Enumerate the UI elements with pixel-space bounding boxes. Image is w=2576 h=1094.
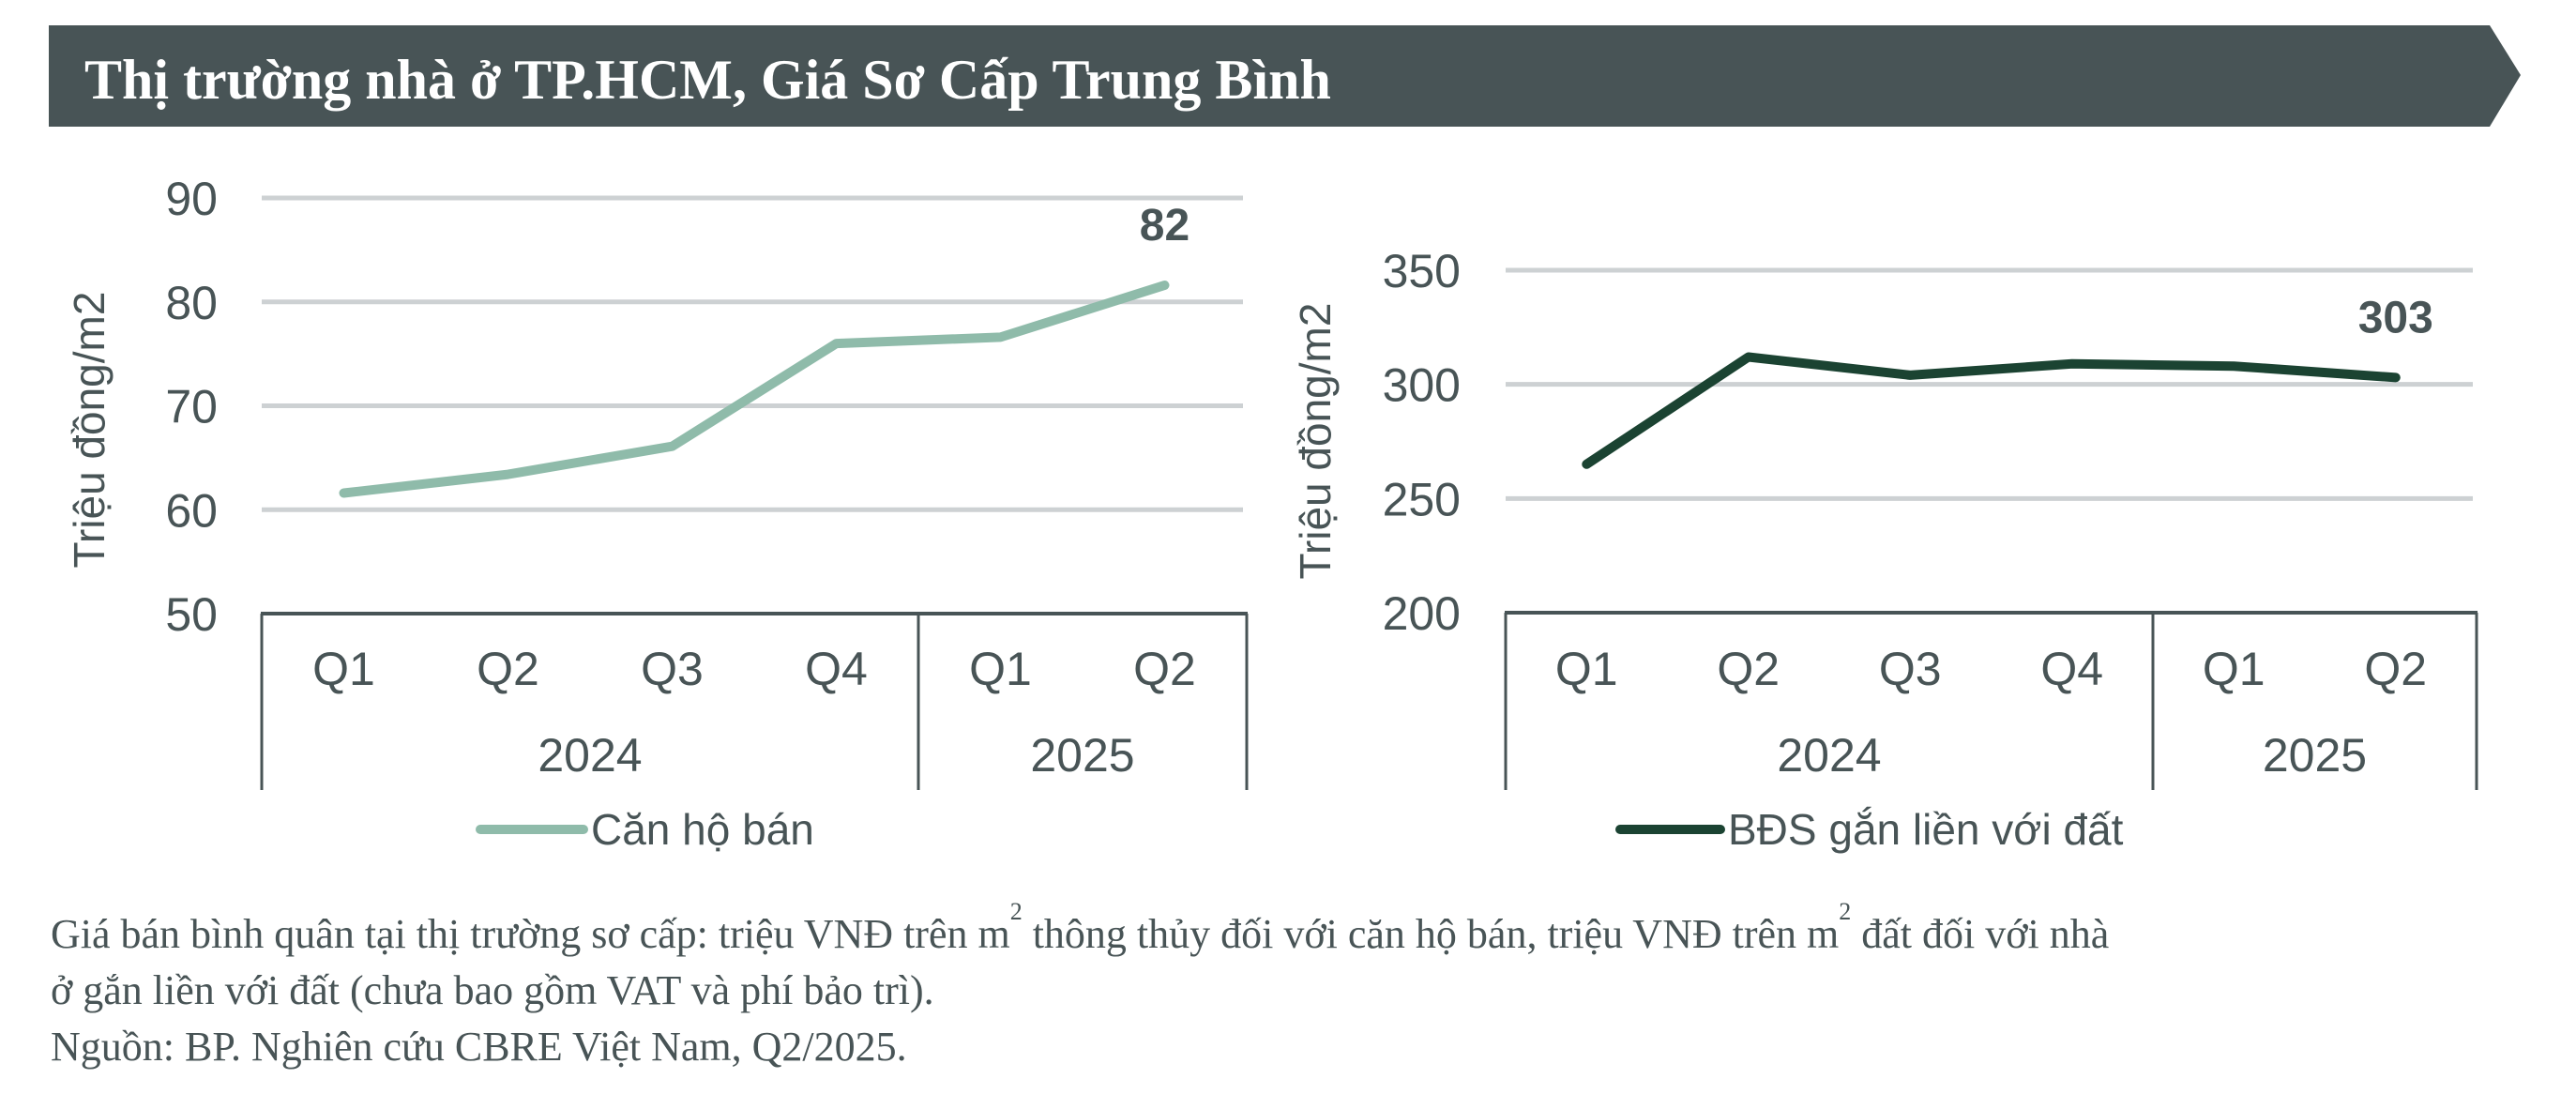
x-tick-label: Q4 [2040,643,2103,695]
y-tick-label: 80 [165,277,218,329]
footnote-text: Giá bán bình quân tại thị trường sơ cấp:… [51,911,1010,957]
y-tick-label: 50 [165,588,218,641]
footnote: Giá bán bình quân tại thị trường sơ cấp:… [51,900,2546,1075]
footnote-line-2: ở gắn liền với đất (chưa bao gồm VAT và … [51,967,934,1013]
y-tick-label: 60 [165,484,218,537]
superscript: 2 [1839,898,1852,925]
x-tick-label: Q1 [2203,643,2265,695]
series-line [1582,352,2401,469]
data-label: 303 [2358,293,2433,342]
x-group-label: 2024 [1777,729,1881,782]
data-label: 82 [1140,201,1190,251]
superscript: 2 [1009,898,1023,925]
x-tick-label: Q3 [641,643,704,695]
page-title: Thị trường nhà ở TP.HCM, Giá Sơ Cấp Trun… [84,49,1331,111]
y-tick-label: 250 [1383,473,1461,525]
x-tick-label: Q4 [805,643,868,695]
y-tick-label: 70 [165,381,218,433]
x-group-label: 2025 [2263,729,2367,782]
title-banner [49,25,2521,127]
x-group-label: 2024 [538,729,642,782]
footnote-line-1: Giá bán bình quân tại thị trường sơ cấp:… [51,900,2546,963]
x-tick-label: Q2 [1133,643,1196,695]
x-group-label: 2025 [1030,729,1134,782]
x-tick-label: Q2 [2364,643,2427,695]
y-axis-label: Triệu đồng/m2 [65,292,114,569]
y-axis-label: Triệu đồng/m2 [1291,303,1340,580]
chart-bds-gan-lien-voi-dat: 200 250 300 350 Triệu đồng/m2 Q1 Q2 Q3 Q4 Q1 Q2 202… [1291,245,2478,854]
y-tick-label: 350 [1383,245,1461,297]
y-tick-label: 200 [1383,587,1461,640]
footnote-text: đất đối với nhà [1851,911,2110,957]
x-tick-label: Q2 [477,643,539,695]
y-tick-label: 300 [1383,359,1461,412]
series-line [339,281,1170,498]
x-tick-label: Q1 [969,643,1032,695]
x-tick-label: Q3 [1879,643,1942,695]
source-line: Nguồn: BP. Nghiên cứu CBRE Việt Nam, Q2/… [51,1024,907,1070]
x-tick-label: Q1 [312,643,375,695]
x-tick-label: Q1 [1555,643,1618,695]
x-tick-label: Q2 [1717,643,1780,695]
y-tick-label: 90 [165,173,218,225]
footnote-text: thông thủy đối với căn hộ bán, triệu VNĐ… [1022,911,1840,957]
banner-arrow-shape [49,25,2521,127]
legend-label: Căn hộ bán [591,805,814,854]
chart-can-ho-ban: 50 60 70 80 90 Triệu đồng/m2 Q1 Q2 Q3 Q4 Q1 Q2 2024 2… [65,173,1249,854]
legend-label: BĐS gắn liền với đất [1728,805,2124,854]
